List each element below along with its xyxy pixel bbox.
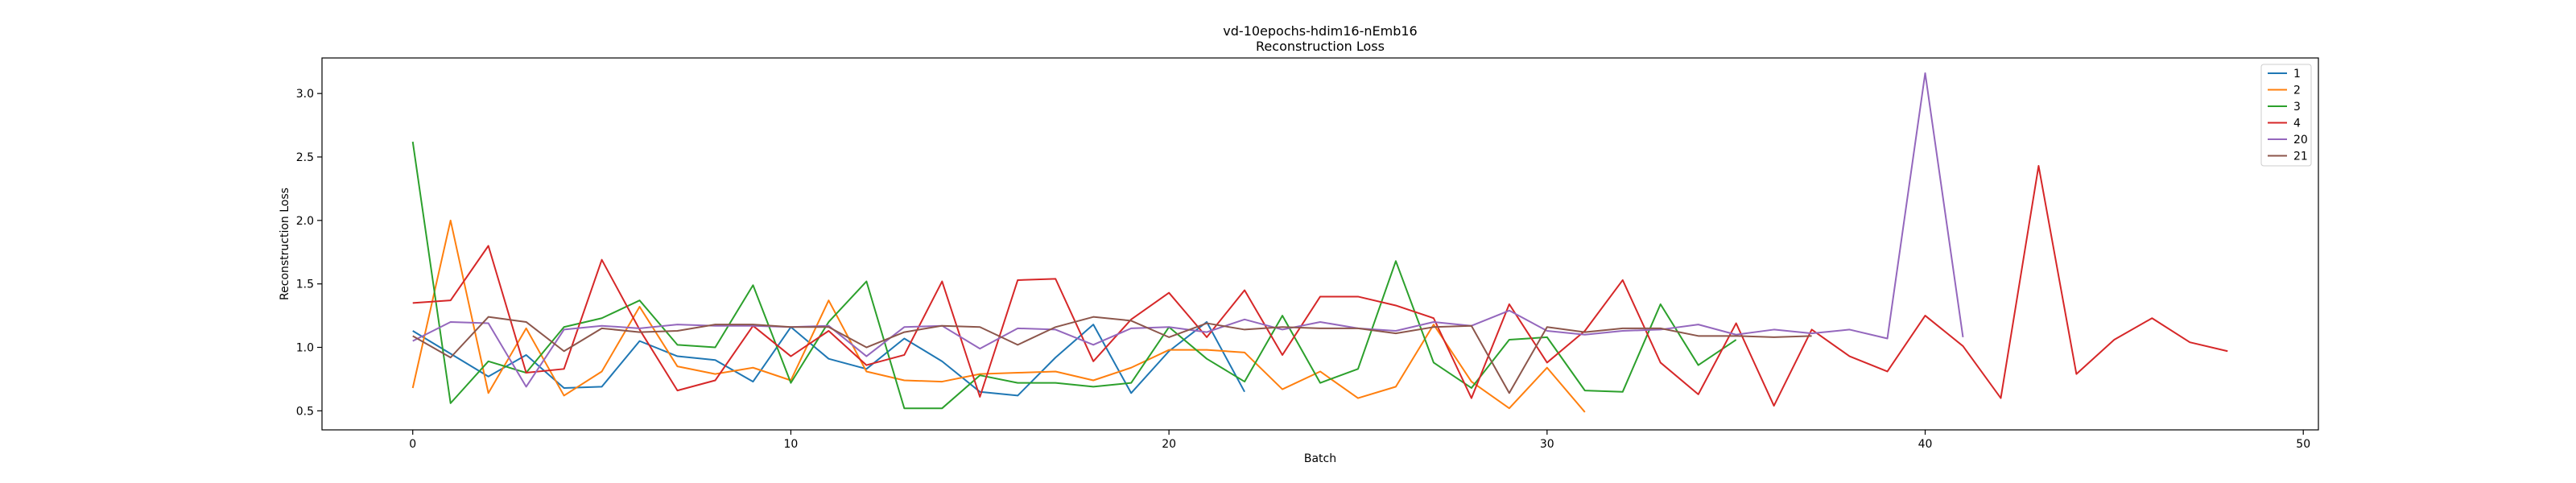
legend-label-2: 2 <box>2293 85 2301 97</box>
y-tick-label: 1.0 <box>296 342 314 355</box>
legend-label-1: 1 <box>2293 68 2301 80</box>
x-tick-label: 20 <box>1162 438 1176 451</box>
legend: 1 2 3 4 20 21 <box>2260 64 2312 167</box>
series-line-4 <box>412 165 2228 407</box>
x-tick-label: 50 <box>2296 438 2310 451</box>
legend-label-4: 4 <box>2293 118 2301 130</box>
chart-title: vd-10epochs-hdim16-nEmb16 <box>1223 23 1417 39</box>
x-tick-label: 0 <box>409 438 416 451</box>
y-tick-label: 2.0 <box>296 215 314 228</box>
x-axis-label: Batch <box>1304 452 1336 465</box>
chart-subtitle: Reconstruction Loss <box>1256 39 1385 54</box>
x-tick-label: 40 <box>1918 438 1933 451</box>
series-line-3 <box>411 141 1737 410</box>
y-axis-label: Reconstruction Loss <box>279 188 291 300</box>
legend-label-3: 3 <box>2293 101 2301 114</box>
series-line-2 <box>411 219 1586 413</box>
series-line-21 <box>412 316 1812 394</box>
y-tick-label: 1.5 <box>296 279 314 291</box>
series-layer <box>411 72 2228 413</box>
y-axis: 0.5 1.0 1.5 2.0 2.5 3.0 <box>296 88 322 418</box>
x-tick-label: 10 <box>784 438 799 451</box>
x-tick-label: 30 <box>1540 438 1554 451</box>
y-tick-label: 2.5 <box>296 151 314 164</box>
plot-frame <box>321 57 2319 431</box>
y-tick-label: 0.5 <box>296 405 314 418</box>
x-axis: 0 10 20 30 40 50 <box>409 430 2310 451</box>
y-tick-label: 3.0 <box>296 88 314 101</box>
plot-area <box>322 58 2318 430</box>
legend-label-21: 21 <box>2293 151 2308 163</box>
legend-label-20: 20 <box>2293 134 2308 147</box>
